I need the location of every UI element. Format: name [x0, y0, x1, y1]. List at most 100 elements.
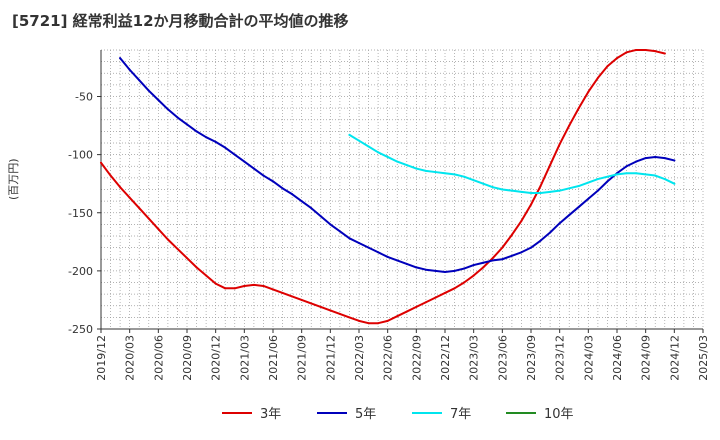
data-point	[587, 90, 590, 93]
data-point	[338, 230, 341, 233]
data-point	[205, 136, 208, 139]
x-tick-label: 2019/12	[95, 335, 108, 381]
data-point	[262, 174, 265, 177]
data-point	[272, 288, 274, 291]
data-point	[530, 203, 532, 206]
x-tick-label: 2023/09	[525, 335, 538, 381]
data-point	[577, 107, 580, 110]
y-tick-label: -50	[75, 91, 93, 104]
data-point	[444, 172, 446, 175]
data-point	[176, 116, 179, 119]
data-point	[405, 164, 408, 167]
data-point	[434, 171, 437, 174]
data-point	[491, 257, 494, 260]
data-point	[157, 98, 160, 101]
data-point	[596, 189, 599, 192]
data-point	[568, 124, 571, 127]
data-point	[577, 185, 580, 188]
data-point	[472, 274, 475, 277]
data-point	[396, 315, 399, 318]
data-point	[558, 189, 561, 192]
data-point	[520, 190, 523, 193]
data-point	[625, 165, 628, 168]
data-point	[530, 246, 532, 249]
data-point	[644, 49, 647, 51]
data-point	[186, 257, 188, 260]
data-point	[243, 160, 246, 163]
x-tick-label: 2024/09	[640, 335, 653, 381]
data-point	[138, 207, 141, 210]
x-tick-label: 2021/06	[267, 335, 280, 381]
data-point	[300, 298, 303, 301]
data-point	[596, 76, 599, 79]
data-point	[291, 193, 294, 196]
data-point	[147, 89, 150, 92]
data-point	[616, 57, 618, 60]
legend-label: 10年	[544, 407, 574, 422]
data-point	[463, 175, 466, 178]
data-point	[625, 51, 628, 54]
data-point	[319, 215, 322, 218]
data-point	[319, 305, 322, 308]
data-point	[310, 207, 313, 210]
data-point	[176, 247, 179, 250]
chart-title: [5721] 経常利益12か月移動合計の平均値の推移	[12, 12, 349, 30]
data-point	[673, 159, 676, 162]
data-point	[224, 287, 227, 290]
data-point	[377, 151, 380, 154]
data-point	[386, 319, 389, 322]
data-point	[663, 157, 666, 160]
y-tick-label: -250	[68, 323, 93, 336]
data-point	[635, 49, 638, 51]
data-point	[424, 268, 427, 271]
x-tick-label: 2024/03	[582, 335, 595, 381]
data-point	[587, 197, 590, 200]
data-point	[635, 160, 638, 163]
x-tick-label: 2020/09	[181, 335, 194, 381]
data-point	[348, 316, 351, 319]
data-point	[539, 185, 542, 188]
x-tick-label: 2021/12	[324, 335, 337, 381]
data-point	[243, 284, 246, 287]
data-point	[663, 52, 666, 55]
data-point	[644, 157, 647, 160]
x-tick-label: 2023/03	[468, 335, 481, 381]
data-point	[510, 189, 513, 192]
data-point	[434, 269, 437, 272]
data-point	[367, 246, 370, 249]
data-point	[205, 274, 208, 277]
data-point	[654, 155, 657, 158]
data-point	[109, 174, 112, 177]
data-point	[606, 180, 609, 183]
data-point	[348, 133, 351, 136]
data-point	[281, 187, 284, 190]
data-point	[530, 191, 532, 194]
data-point	[673, 182, 676, 185]
data-point	[510, 233, 513, 236]
data-point	[635, 172, 638, 175]
data-point	[453, 287, 456, 290]
data-point	[252, 283, 255, 286]
data-point	[252, 167, 255, 170]
x-tick-label: 2025/03	[697, 335, 710, 381]
data-point	[501, 188, 504, 191]
data-point	[214, 140, 217, 143]
data-point	[472, 264, 475, 267]
data-point	[444, 291, 446, 294]
data-point	[119, 186, 122, 189]
x-tick-label: 2024/06	[611, 335, 624, 381]
legend-label: 5年	[355, 407, 376, 422]
data-point	[415, 167, 418, 170]
data-point	[482, 182, 485, 185]
data-point	[377, 322, 380, 325]
x-tick-label: 2021/09	[296, 335, 309, 381]
data-point	[625, 172, 628, 175]
x-tick-label: 2022/09	[410, 335, 423, 381]
data-point	[415, 266, 418, 269]
data-point	[367, 145, 370, 148]
data-point	[549, 231, 552, 234]
data-point	[424, 169, 427, 172]
data-point	[558, 222, 561, 225]
data-point	[520, 251, 523, 254]
legend-label: 7年	[450, 407, 471, 422]
